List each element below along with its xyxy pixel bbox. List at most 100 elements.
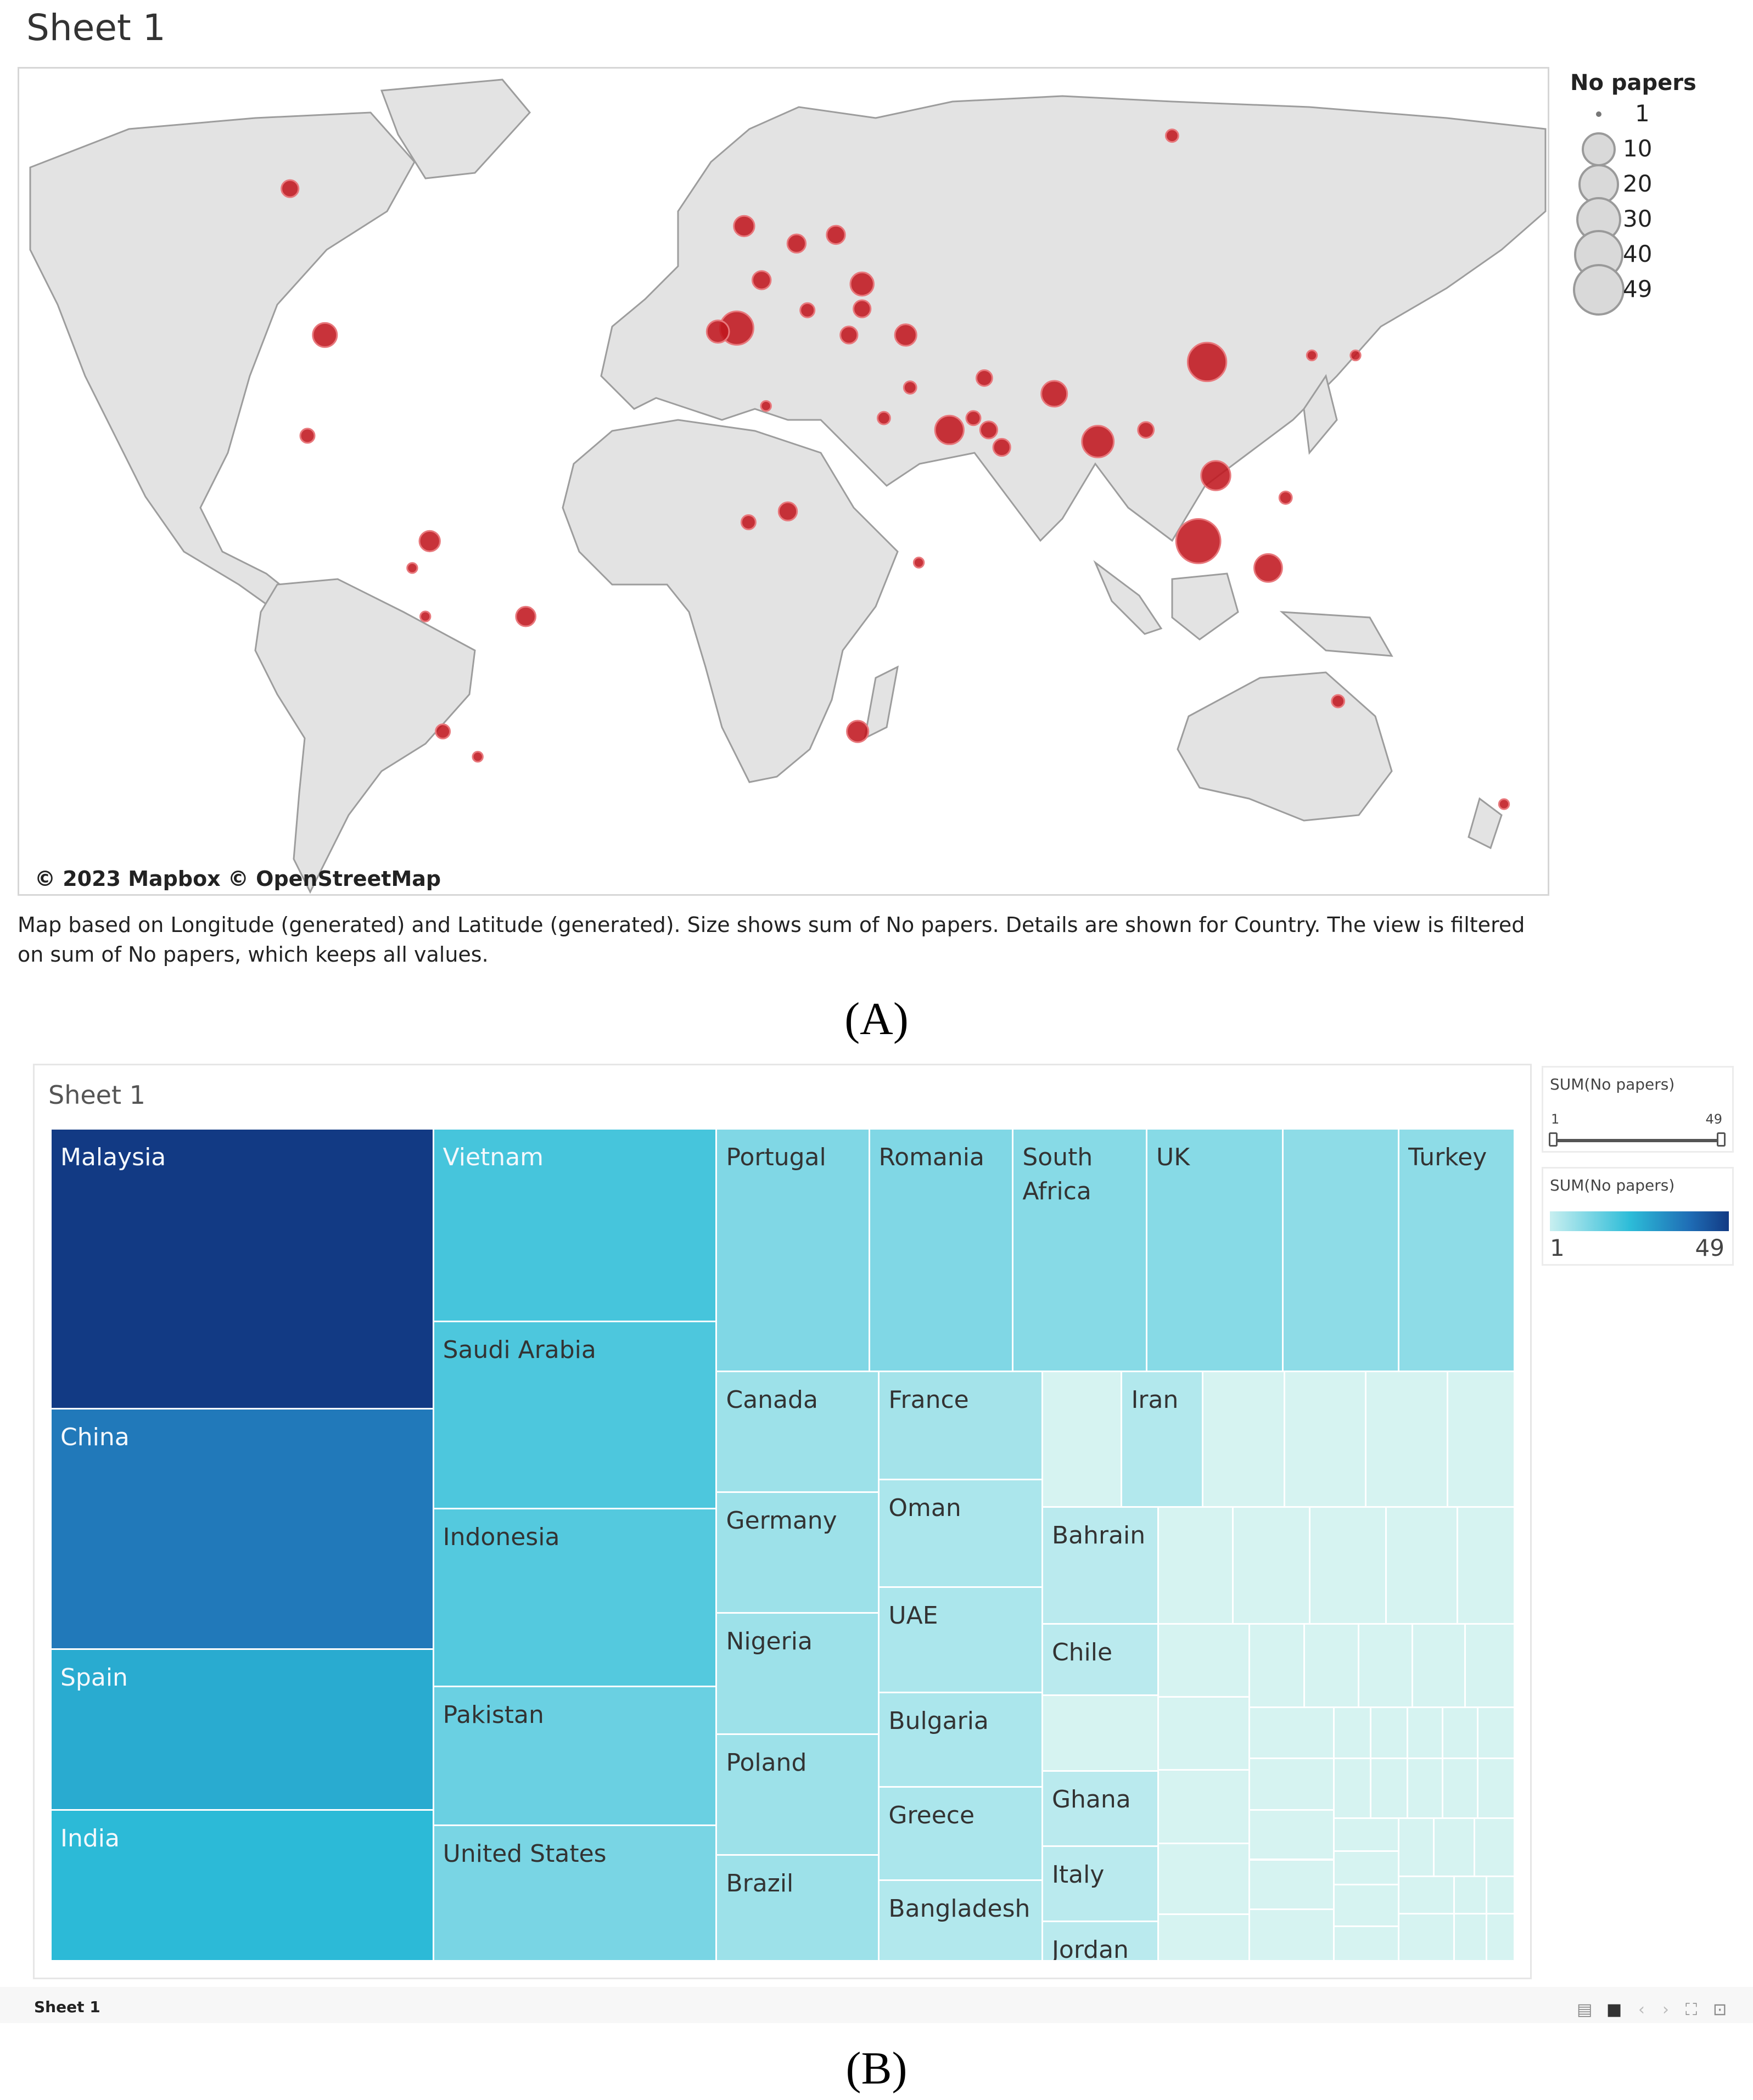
treemap-tile-small[interactable] <box>1454 1914 1487 1962</box>
bubble-russia[interactable] <box>1165 128 1179 143</box>
bubble-egypt[interactable] <box>877 411 891 425</box>
treemap-tile-small[interactable] <box>1250 1910 1335 1962</box>
treemap-tile-small[interactable] <box>1304 1624 1359 1709</box>
treemap-tile-small[interactable] <box>1250 1708 1335 1759</box>
treemap-tile-small[interactable] <box>1250 1810 1335 1861</box>
treemap-tile-bahrain[interactable]: Bahrain <box>1043 1508 1159 1625</box>
treemap-tile-small[interactable] <box>1250 1759 1335 1811</box>
treemap-tile-small[interactable] <box>1399 1818 1435 1877</box>
treemap-tile-pakistan[interactable]: Pakistan <box>434 1687 718 1826</box>
bubble-united-states[interactable] <box>312 322 338 348</box>
next-sheet-icon[interactable]: › <box>1662 2000 1669 2019</box>
treemap-tile-france[interactable]: France <box>880 1372 1043 1481</box>
treemap-tile-italy[interactable]: Italy <box>1043 1847 1159 1923</box>
treemap-tile-small[interactable] <box>1443 1708 1478 1759</box>
range-slider-track[interactable] <box>1551 1139 1721 1142</box>
treemap-tile-small[interactable] <box>1408 1759 1443 1819</box>
treemap-tile-small[interactable] <box>1234 1508 1310 1625</box>
bubble-uae[interactable] <box>979 420 999 440</box>
bubble-india[interactable] <box>1081 425 1115 458</box>
treemap-tile-small[interactable] <box>1458 1508 1515 1625</box>
treemap-tile-germany[interactable]: Germany <box>717 1493 880 1614</box>
bubble-iran[interactable] <box>976 369 993 387</box>
bubble-nigeria[interactable] <box>777 501 798 521</box>
bubble-philippines[interactable] <box>1278 490 1293 505</box>
bubble-australia[interactable] <box>1331 694 1346 709</box>
treemap-tile-small[interactable] <box>1475 1818 1515 1877</box>
bubble-romania[interactable] <box>849 271 875 297</box>
treemap-tile-small[interactable] <box>1335 1759 1371 1819</box>
treemap-tile-small[interactable] <box>1158 1844 1250 1915</box>
treemap-tile-small[interactable] <box>1158 1914 1250 1962</box>
treemap-tile-small[interactable] <box>1203 1372 1285 1508</box>
treemap-tile-united-states[interactable]: United States <box>434 1826 718 1962</box>
bubble-portugal[interactable] <box>705 319 730 344</box>
treemap-tile-unlabeled[interactable] <box>1283 1130 1400 1373</box>
treemap-tile-bulgaria[interactable]: Bulgaria <box>880 1693 1043 1788</box>
bubble-france[interactable] <box>752 270 772 290</box>
treemap-tile-small[interactable] <box>1043 1372 1123 1508</box>
treemap-tile-small[interactable] <box>1478 1759 1515 1819</box>
bubble-chile[interactable] <box>435 723 451 740</box>
treemap-tile-ghana[interactable]: Ghana <box>1043 1771 1159 1848</box>
treemap-tile-small[interactable] <box>1371 1708 1408 1759</box>
map-credit[interactable]: © 2023 Mapbox © OpenStreetMap <box>35 867 441 891</box>
bubble-indonesia[interactable] <box>1253 553 1283 583</box>
treemap-tile-small[interactable] <box>1443 1759 1478 1819</box>
bubble-pakistan[interactable] <box>1040 380 1068 408</box>
bubble-china[interactable] <box>1186 341 1228 383</box>
bubble-ecuador[interactable] <box>406 562 418 574</box>
bubble-vietnam[interactable] <box>1200 460 1231 491</box>
bubble-brazil[interactable] <box>515 605 537 627</box>
treemap-tile-saudi-arabia[interactable]: Saudi Arabia <box>434 1322 718 1509</box>
treemap-tile-small[interactable] <box>1335 1927 1399 1962</box>
treemap-tile-uk[interactable]: UK <box>1147 1130 1284 1373</box>
treemap-tile-small[interactable] <box>1387 1508 1459 1625</box>
bubble-germany[interactable] <box>786 233 807 254</box>
treemap-tile-small[interactable] <box>1158 1697 1250 1771</box>
treemap-tile-small[interactable] <box>1448 1372 1515 1508</box>
bubble-kenya[interactable] <box>912 557 925 569</box>
treemap-tile-small[interactable] <box>1285 1372 1367 1508</box>
single-view-icon[interactable]: ■ <box>1606 2000 1622 2019</box>
treemap-tile-small[interactable] <box>1335 1708 1371 1759</box>
fullscreen-icon[interactable]: ⛶ <box>1685 2000 1697 2019</box>
treemap-tile-small[interactable] <box>1487 1877 1515 1915</box>
treemap-tile-small[interactable] <box>1413 1624 1466 1709</box>
bubble-japan[interactable] <box>1349 349 1362 362</box>
treemap-tile-small[interactable] <box>1359 1624 1414 1709</box>
range-slider-min-handle[interactable] <box>1549 1132 1558 1147</box>
bubble-algeria[interactable] <box>760 400 772 412</box>
bubble-turkey[interactable] <box>894 323 917 347</box>
bubble-new-zealand[interactable] <box>1498 798 1510 810</box>
bubble-canada[interactable] <box>281 179 300 198</box>
treemap-tile-small[interactable] <box>1366 1372 1448 1508</box>
prev-sheet-icon[interactable]: ‹ <box>1638 2000 1645 2019</box>
world-map[interactable]: © 2023 Mapbox © OpenStreetMap <box>18 67 1549 896</box>
treemap-tile-portugal[interactable]: Portugal <box>717 1130 870 1373</box>
bubble-uk[interactable] <box>733 215 755 238</box>
treemap-tile-small[interactable] <box>1335 1852 1399 1885</box>
treemap-tile-jordan[interactable]: Jordan <box>1043 1922 1159 1962</box>
treemap-tile-small[interactable] <box>1335 1818 1399 1852</box>
treemap[interactable]: Malaysia China Spain India Vietnam Saudi Arab… <box>52 1130 1515 1962</box>
treemap-tile-uae[interactable]: UAE <box>880 1587 1043 1694</box>
bubble-malaysia[interactable] <box>1175 518 1222 564</box>
bubble-italy[interactable] <box>799 302 816 318</box>
treemap-tile-small[interactable] <box>1466 1624 1515 1709</box>
bubble-bahrain[interactable] <box>965 410 982 426</box>
treemap-tile-greece[interactable]: Greece <box>880 1788 1043 1881</box>
treemap-tile-spain[interactable]: Spain <box>52 1650 434 1811</box>
bubble-ghana[interactable] <box>740 514 757 530</box>
treemap-tile-indonesia[interactable]: Indonesia <box>434 1509 718 1687</box>
treemap-tile-small[interactable] <box>1487 1914 1515 1962</box>
treemap-tile-small[interactable] <box>1043 1695 1159 1772</box>
bubble-oman[interactable] <box>992 437 1011 457</box>
bubble-peru[interactable] <box>419 610 432 622</box>
treemap-tile-vietnam[interactable]: Vietnam <box>434 1130 718 1323</box>
treemap-tile-small[interactable] <box>1310 1508 1387 1625</box>
grid-view-icon[interactable]: ▤ <box>1577 2000 1593 2019</box>
bubble-south-africa[interactable] <box>846 720 870 743</box>
treemap-tile-small[interactable] <box>1250 1624 1305 1709</box>
treemap-tile-china[interactable]: China <box>52 1409 434 1650</box>
